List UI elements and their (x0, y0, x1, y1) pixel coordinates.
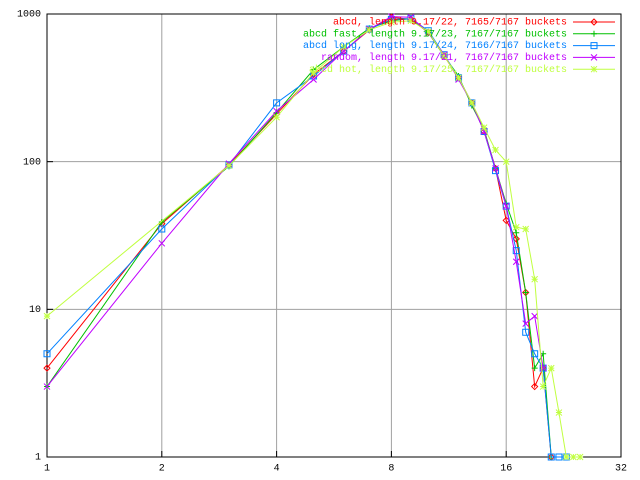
legend-label: random, length 9.17/21, 7167/7167 bucket… (321, 52, 567, 64)
data-point (502, 202, 510, 210)
data-point (547, 364, 555, 372)
x-tick-label: 4 (274, 464, 280, 475)
data-point (502, 202, 510, 210)
data-point (440, 52, 448, 60)
legend-label: abcd long, length 9.17/24, 7166/7167 buc… (303, 40, 567, 52)
data-point (570, 453, 577, 461)
y-tick-label: 100 (23, 157, 41, 168)
y-tick-label: 10 (29, 305, 41, 316)
data-point (424, 27, 432, 35)
legend-label: abcd fast, length 9.17/23, 7167/7167 buc… (303, 28, 567, 40)
legend-marker (590, 42, 598, 50)
data-point (512, 258, 520, 266)
data-point (273, 113, 280, 121)
data-point (502, 158, 510, 166)
data-point (388, 13, 395, 20)
data-point (455, 74, 463, 82)
data-point (310, 76, 317, 83)
x-tick-label: 2 (159, 464, 165, 475)
data-point (43, 383, 51, 390)
data-point (555, 453, 563, 461)
plot-frame (46, 13, 622, 458)
data-point (547, 453, 555, 461)
data-point (576, 453, 584, 461)
data-point (512, 235, 520, 243)
legend-label: abcd hot, length 9.17/25, 7167/7167 buck… (309, 64, 567, 76)
data-point (562, 453, 570, 461)
x-tick-label: 1 (44, 464, 50, 475)
legend-marker (590, 18, 598, 26)
data-point (522, 328, 530, 336)
legend-marker (591, 30, 597, 37)
data-point (480, 124, 488, 131)
data-point (43, 350, 51, 358)
y-tick-label: 1000 (17, 10, 41, 21)
data-point (539, 383, 547, 390)
data-point (562, 453, 570, 461)
data-point (455, 74, 462, 82)
x-tick-label: 32 (615, 464, 627, 475)
data-point (340, 43, 348, 51)
series-line (46, 20, 581, 458)
data-point (158, 219, 165, 226)
data-point (425, 28, 432, 35)
legend-label: abcd, length 9.17/22, 7165/7167 buckets (333, 17, 567, 29)
data-point (365, 26, 373, 34)
data-point (158, 225, 166, 233)
data-point (407, 17, 415, 25)
data-point (555, 409, 563, 416)
data-point (531, 365, 538, 372)
legend-marker (590, 54, 598, 61)
data-point (530, 382, 539, 391)
data-point (225, 162, 233, 169)
data-point (513, 229, 520, 236)
data-point (273, 107, 280, 115)
data-point (492, 165, 499, 172)
data-point (492, 146, 499, 154)
data-point (43, 364, 51, 372)
data-point (310, 69, 317, 77)
data-point (531, 275, 539, 283)
y-tick-label: 1 (35, 453, 41, 464)
data-point (512, 247, 520, 255)
data-point (522, 320, 530, 327)
data-point (522, 225, 530, 233)
legend-marker (590, 65, 598, 73)
data-point (531, 312, 539, 320)
data-point (531, 350, 539, 358)
x-tick-label: 16 (500, 464, 512, 475)
data-point (158, 239, 166, 247)
data-point (43, 312, 51, 320)
data-point (388, 18, 395, 26)
data-point (468, 99, 476, 107)
data-point (512, 223, 520, 231)
data-point (522, 289, 529, 296)
data-point (273, 99, 281, 107)
x-tick-label: 8 (388, 464, 394, 475)
